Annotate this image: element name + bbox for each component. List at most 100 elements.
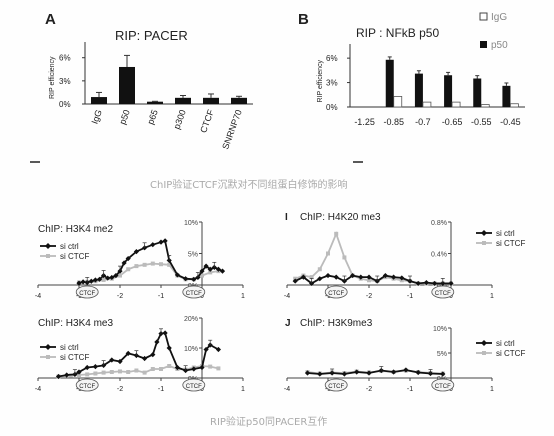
category-label: -0.65: [442, 117, 463, 127]
data-point-si-ctrl: [158, 239, 164, 245]
data-point-si-ctrl: [183, 276, 189, 282]
legend-label-si-ctrl: si ctrl: [60, 242, 79, 251]
data-point-si-ctrl: [366, 370, 372, 376]
data-point-si-ctcf: [134, 264, 139, 269]
category-label: -1.25: [354, 117, 375, 127]
x-tick-label: 1: [490, 293, 494, 300]
legend-swatch-igg: [479, 12, 488, 21]
data-point-si-ctrl: [64, 372, 70, 378]
data-point-si-ctrl: [415, 280, 421, 287]
data-point-si-ctrl: [55, 373, 62, 380]
bar: [175, 97, 191, 104]
data-point-si-ctrl: [84, 364, 90, 371]
bar: [91, 97, 107, 104]
legend-label-si-ctcf: si CTCF: [496, 239, 525, 248]
data-point-si-ctcf: [159, 262, 163, 267]
data-point-si-ctrl: [92, 277, 98, 283]
x-tick-label: -4: [284, 293, 290, 300]
data-point-si-ctrl: [203, 346, 209, 353]
data-point-si-ctrl: [358, 274, 364, 280]
data-point-si-ctcf: [134, 368, 139, 373]
y-tick-label: 6%: [326, 54, 338, 63]
data-point-si-ctrl: [317, 276, 323, 282]
data-point-si-ctcf: [334, 231, 339, 236]
bar-igg: [451, 101, 461, 108]
y-tick-label: 0%: [59, 100, 71, 109]
panel-letter: I: [285, 212, 288, 223]
x-tick-label: 1: [490, 386, 494, 393]
panel-title: RIP: PACER: [115, 28, 188, 43]
x-tick-label: -3: [325, 386, 331, 393]
data-point-si-ctrl: [300, 274, 306, 280]
data-point-si-ctcf: [208, 364, 213, 369]
data-point-si-ctcf: [142, 370, 147, 375]
data-point-si-ctrl: [150, 352, 156, 358]
data-point-si-ctrl: [191, 276, 197, 282]
data-point-si-ctrl: [92, 364, 98, 370]
data-point-si-ctrl: [391, 369, 397, 375]
data-point-si-ctcf: [159, 367, 163, 371]
bar-p50: [414, 73, 423, 107]
data-point-si-ctrl: [325, 272, 331, 279]
bar: [119, 66, 135, 104]
data-point-si-ctrl: [150, 242, 156, 248]
data-point-si-ctcf: [317, 267, 322, 272]
data-point-si-ctrl: [142, 355, 148, 362]
series-line-si-ctcf: [294, 231, 451, 285]
y-tick-label: 6%: [59, 54, 71, 63]
y-tick-label: 0.4%: [431, 252, 447, 259]
ctcf-marker: [324, 378, 348, 392]
bar-igg: [422, 101, 432, 108]
y-tick-label: 3%: [326, 79, 338, 88]
data-point-si-ctcf: [118, 369, 122, 374]
data-point-si-ctcf: [150, 261, 155, 266]
ctcf-marker: [324, 285, 348, 299]
x-tick-label: -1: [407, 386, 413, 393]
data-point-si-ctrl: [109, 274, 115, 281]
data-point-si-ctrl: [215, 266, 221, 272]
legend-label-p50: p50: [491, 40, 508, 51]
caption-top: ChIP验证CTCF沉默对不同组蛋白修饰的影响: [150, 180, 348, 191]
bar: [147, 101, 163, 104]
y-tick-label: 10%: [184, 346, 198, 353]
category-label: -0.45: [500, 117, 521, 127]
data-point-si-ctrl: [199, 268, 205, 274]
data-point-si-ctrl: [440, 371, 446, 377]
x-tick-label: -4: [35, 386, 41, 393]
data-point-si-ctrl: [174, 364, 180, 371]
x-tick-label: -1: [407, 293, 413, 300]
bar: [231, 97, 247, 104]
data-point-si-ctcf: [200, 273, 204, 278]
y-tick-label: 10%: [433, 326, 447, 333]
data-point-si-ctcf: [167, 364, 172, 368]
category-label: -0.7: [415, 117, 431, 127]
x-tick-label: 0: [200, 386, 204, 393]
ctcf-marker: [75, 285, 99, 299]
data-point-si-ctrl: [399, 275, 405, 281]
data-point-si-ctcf: [126, 370, 131, 374]
ctcf-marker: [182, 378, 206, 392]
x-tick-label: -3: [76, 293, 82, 300]
data-point-si-ctrl: [125, 255, 131, 262]
ctcf-label: CTCF: [186, 384, 202, 390]
bar-p50: [473, 78, 482, 107]
data-point-si-ctcf: [208, 270, 213, 275]
data-point-si-ctcf: [101, 277, 106, 282]
data-point-si-ctcf: [167, 262, 172, 267]
data-point-si-ctrl: [354, 369, 360, 375]
x-tick-label: 0: [449, 293, 453, 300]
legend-marker-si-ctrl: [481, 340, 487, 346]
x-tick-label: 1: [241, 293, 245, 300]
y-tick-label: 10%: [184, 220, 198, 227]
legend-marker-si-ctcf: [482, 241, 486, 245]
data-point-si-ctcf: [118, 273, 122, 278]
data-point-si-ctrl: [366, 274, 372, 280]
x-tick-label: -2: [366, 293, 372, 300]
data-point-si-ctrl: [219, 268, 226, 274]
data-point-si-ctrl: [117, 358, 123, 365]
x-tick-label: -1: [158, 386, 164, 393]
panel-letter: A: [45, 11, 56, 28]
x-tick-label: -1: [158, 293, 164, 300]
panel-title: ChIP: H3K9me3: [300, 318, 373, 329]
legend-label-si-ctrl: si ctrl: [496, 339, 515, 348]
